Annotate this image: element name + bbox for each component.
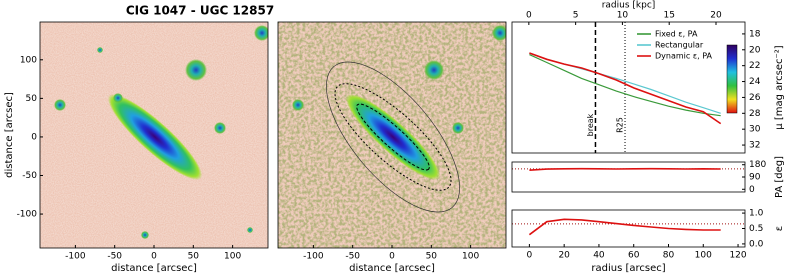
legend-label: Dynamic ε, PA — [655, 52, 713, 61]
axes-frame — [511, 161, 746, 193]
x-tick-label: 60 — [628, 251, 640, 261]
y-tick-label: 0.0 — [749, 239, 764, 249]
marker-label: break — [586, 113, 595, 136]
x2-tick-label: 10 — [617, 11, 629, 21]
y-axis-label: distance [arcsec] — [4, 92, 15, 178]
x-axis-label: distance [arcsec] — [111, 263, 197, 274]
x-tick-label: -50 — [345, 252, 360, 262]
model-image — [278, 22, 506, 248]
y-tick-label: 30 — [749, 125, 761, 135]
y-axis-label: PA [deg] — [774, 156, 785, 198]
x-axis-label: radius [arcsec] — [591, 263, 665, 274]
x-tick-label: 100 — [462, 252, 479, 262]
y-tick-label: 1.0 — [749, 209, 764, 219]
y-tick-label: 22 — [749, 61, 760, 71]
y-tick-label: 18 — [749, 29, 761, 39]
y-tick-label: -100 — [17, 210, 38, 220]
x-tick-label: 100 — [695, 251, 712, 261]
y-axis-label: μ [mag arcsec⁻²] — [774, 45, 785, 130]
x2-tick-label: 5 — [573, 11, 579, 21]
series-line — [529, 54, 721, 117]
y-tick-label: 0 — [749, 185, 755, 195]
series-line — [528, 218, 721, 236]
y-tick-label: 180 — [749, 160, 766, 170]
y-tick-label: -50 — [22, 171, 37, 181]
y-tick-label: 28 — [749, 109, 761, 119]
axes-frame — [511, 209, 746, 248]
axes-frame — [511, 21, 746, 154]
y-tick-label: 90 — [749, 173, 761, 183]
series-line — [529, 167, 721, 171]
y-tick-label: 50 — [26, 94, 38, 104]
legend-label: Fixed ε, PA — [655, 30, 698, 39]
y-tick-label: 26 — [749, 93, 761, 103]
series-line — [529, 52, 722, 125]
y-tick-label: 0.5 — [749, 224, 763, 234]
x-tick-label: 120 — [729, 251, 746, 261]
y-axis-label: ε — [774, 226, 785, 231]
marker-label: R25 — [616, 117, 625, 133]
y-tick-label: 32 — [749, 141, 760, 151]
x-axis-label: distance [arcsec] — [349, 263, 435, 274]
y-tick-label: 0 — [31, 132, 37, 142]
x2-tick-label: 0 — [526, 11, 532, 21]
x-tick-label: -100 — [65, 252, 86, 262]
y-tick-label: 100 — [20, 55, 37, 65]
x-tick-label: 20 — [558, 251, 570, 261]
x-tick-label: 50 — [188, 252, 200, 262]
x-tick-label: 0 — [151, 252, 157, 262]
x-tick-label: 80 — [663, 251, 675, 261]
y-tick-label: 20 — [749, 45, 761, 55]
x-tick-label: 50 — [426, 252, 438, 262]
x-tick-label: -100 — [303, 252, 324, 262]
x2-axis-label: radius [kpc] — [602, 1, 656, 11]
figure-title: CIG 1047 - UGC 12857 — [126, 4, 274, 18]
x-tick-label: -50 — [107, 252, 122, 262]
galaxy-image — [40, 22, 268, 248]
colorbar — [726, 44, 738, 114]
x2-tick-label: 20 — [710, 11, 722, 21]
x-tick-label: 0 — [389, 252, 395, 262]
x-tick-label: 40 — [593, 251, 605, 261]
x2-tick-label: 15 — [663, 11, 674, 21]
y-tick-label: 24 — [749, 77, 761, 87]
legend-label: Rectangular — [655, 41, 704, 50]
x-tick-label: 0 — [527, 251, 533, 261]
x-tick-label: 100 — [224, 252, 241, 262]
